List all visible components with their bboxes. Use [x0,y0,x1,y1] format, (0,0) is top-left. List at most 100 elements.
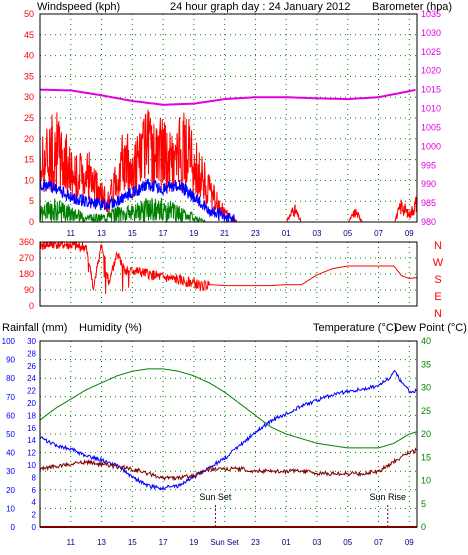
temperature-tick-label: 35 [421,359,431,369]
humidity-tick-label: 90 [6,356,15,365]
wind-tick-label: 50 [24,9,34,19]
wind-tick-label: 30 [24,92,34,102]
temperature-tick-label: 20 [421,429,431,439]
wind-tick-label: 25 [24,113,34,123]
barometer-tick-label: 1000 [421,141,441,151]
rainfall-tick-label: 12 [27,449,36,458]
humidity-tick-label: 30 [6,467,15,476]
direction-tick-label: 180 [19,269,34,279]
humidity-tick-label: 0 [11,523,16,532]
barometer-tick-label: 1020 [421,66,441,76]
rainfall-tick-label: 26 [27,362,36,371]
rainfall-tick-label: 8 [32,473,37,482]
wind-tick-label: 10 [24,175,34,185]
rainfall-tick-label: 20 [27,399,36,408]
wind-tick-label: 35 [24,71,34,81]
humidity-tick-label: 70 [6,393,15,402]
rainfall-tick-label: 16 [27,424,36,433]
time-tick-label: 07 [374,229,383,238]
wind-tick-label: 45 [24,30,34,40]
wind-tick-label: 20 [24,134,34,144]
barometer-tick-label: 1010 [421,104,441,114]
rainfall-tick-label: 28 [27,349,36,358]
rainfall-label: Rainfall (mm) [2,322,67,334]
windspeed-barometer-panel: 0510152025303540455098098599099510001005… [24,9,441,238]
graph-title: 24 hour graph day : 24 January 2012 [170,1,350,13]
humidity-tick-label: 100 [2,337,16,346]
wind-tick-label: 15 [24,155,34,165]
barometer-tick-label: 1015 [421,85,441,95]
direction-tick-label: 0 [29,301,34,311]
time-tick-label: 01 [282,229,291,238]
barometer-tick-label: 1005 [421,122,441,132]
time-tick-label: 21 [220,229,229,238]
rainfall-tick-label: 18 [27,411,36,420]
rainfall-tick-label: 0 [32,523,37,532]
time-tick-label: 09 [405,538,414,547]
time-tick-label: 11 [67,229,76,238]
barometer-tick-label: 1025 [421,47,441,57]
wind-direction-series-line [40,240,417,295]
plot-frame [39,241,418,307]
humidity-series-line [39,369,417,491]
barometer-tick-label: 995 [421,160,436,170]
compass-label: N [434,240,442,252]
windspeed-label: Windspeed (kph) [37,1,120,13]
time-tick-label: 13 [97,538,106,547]
time-tick-label: 15 [128,538,137,547]
barometer-label: Barometer (hpa) [372,1,452,13]
time-tick-label: 03 [313,538,322,547]
sun-rise-label: Sun Rise [369,492,406,502]
barometer-tick-label: 1035 [421,9,441,19]
time-tick-label: 11 [67,538,76,547]
humidity-tick-label: 20 [6,486,15,495]
compass-label: N [434,308,442,320]
humidity-label: Humidity (%) [79,322,142,334]
temperature-tick-label: 10 [421,476,431,486]
time-tick-label: 03 [313,229,322,238]
time-tick-label: 05 [343,229,352,238]
temperature-tick-label: 15 [421,452,431,462]
time-tick-label: 13 [97,229,106,238]
dewpoint-series-line [39,447,417,482]
time-tick-label: 23 [251,538,260,547]
time-tick-label: 01 [282,538,291,547]
temperature-humidity-panel: Sun Set Sun Rise0102030405060708090100024… [2,336,431,547]
temperature-label: Temperature (°C) [313,322,397,334]
sun-set-label: Sun Set [199,492,232,502]
humidity-tick-label: 40 [6,449,15,458]
rainfall-tick-label: 14 [27,436,36,445]
plot-frame [39,340,418,528]
plot-frame [39,13,418,223]
time-tick-label: 23 [251,229,260,238]
time-tick-label: Sun Set [210,538,239,547]
rainfall-tick-label: 10 [27,461,36,470]
compass-label: W [433,257,444,269]
time-tick-label: 17 [159,229,168,238]
wind-tick-label: 5 [29,196,34,206]
compass-label: E [434,291,441,303]
barometer-tick-label: 980 [421,217,436,227]
direction-tick-label: 270 [19,253,34,263]
wind-tick-label: 0 [29,217,34,227]
temperature-tick-label: 25 [421,406,431,416]
temperature-tick-label: 40 [421,336,431,346]
temperature-tick-label: 5 [421,499,426,509]
temperature-tick-label: 0 [421,522,426,532]
rainfall-tick-label: 24 [27,374,36,383]
compass-label: S [434,274,441,286]
time-tick-label: 17 [159,538,168,547]
time-tick-label: 19 [189,229,198,238]
dewpoint-label: Dew Point (°C) [394,322,467,334]
time-tick-label: 05 [343,538,352,547]
barometer-tick-label: 990 [421,179,436,189]
humidity-tick-label: 60 [6,411,15,420]
wind-tick-label: 40 [24,51,34,61]
barometer-series-line [39,88,416,106]
temperature-tick-label: 30 [421,383,431,393]
rainfall-tick-label: 6 [32,486,37,495]
humidity-tick-label: 50 [6,430,15,439]
